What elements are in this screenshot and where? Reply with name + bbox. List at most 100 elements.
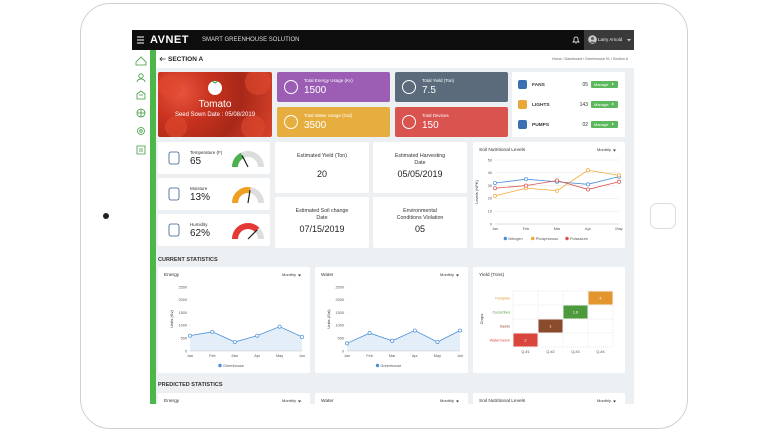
y-tick-label: 0 <box>342 349 344 353</box>
screen: AVNET SMART GREENHOUSE SOLUTION Larry Ar… <box>132 30 634 404</box>
x-tick-label: Feb <box>366 354 373 358</box>
y-tick-label: 500 <box>338 337 344 341</box>
dropdown-caret <box>456 274 459 277</box>
estimate-card: Estimated Harvesting Date 05/05/2019 <box>373 142 467 193</box>
x-tick-label: Mar <box>554 227 561 231</box>
heat-cell <box>513 333 538 347</box>
y-tick-label: 2500 <box>179 285 187 289</box>
home-button[interactable] <box>650 203 676 229</box>
period-dropdown[interactable]: Monthly <box>597 147 611 152</box>
device-icon <box>518 120 527 129</box>
y-tick-label: 0 <box>490 222 492 226</box>
gauge-needle <box>247 190 251 204</box>
manage-button[interactable]: Manage <box>591 81 618 88</box>
back-arrow[interactable] <box>159 56 166 62</box>
legend-label: Greenhouse <box>223 364 244 368</box>
series-line <box>189 326 303 343</box>
chart-svg: Energy Monthly Units (Kv) 0 500 1000 1500 2000 2… <box>164 272 305 368</box>
chart-title: Water <box>321 398 334 404</box>
tile-value: 150 <box>422 120 439 131</box>
nav-user[interactable] <box>136 73 146 83</box>
x-tick-label: Q.#3 <box>571 350 579 354</box>
nav-home[interactable] <box>135 56 147 66</box>
x-tick-label: Mar <box>389 354 396 358</box>
sensor-icon <box>168 187 180 201</box>
gauge-needle <box>247 229 258 240</box>
period-dropdown[interactable]: Monthly <box>440 398 454 403</box>
cell-label: 1.6 <box>573 310 579 315</box>
sensor-value: 62% <box>190 228 211 239</box>
period-dropdown[interactable]: Monthly <box>597 398 611 403</box>
y-tick-label: Beets <box>500 324 510 328</box>
bell-icon[interactable] <box>572 36 580 44</box>
legend-label: Greenhouse <box>381 364 402 368</box>
y-tick-label: 40 <box>488 171 492 175</box>
user-menu[interactable]: Larry Arnold <box>584 30 634 50</box>
gauge <box>232 187 264 204</box>
camera <box>103 213 109 219</box>
gauge-fill <box>232 152 244 168</box>
estimate-label: Estimated Soil change Date <box>295 208 349 221</box>
data-point <box>586 182 590 187</box>
x-tick-label: Apr <box>585 227 592 231</box>
data-point <box>255 333 260 338</box>
current-statistics-title: CURRENT STATISTICS <box>158 257 218 263</box>
period-dropdown[interactable]: Monthly <box>282 272 296 277</box>
estimate-label: Estimated Yield (Ton) <box>296 153 348 159</box>
cell-label: 1 <box>549 324 552 329</box>
top-bar: AVNET SMART GREENHOUSE SOLUTION Larry Ar… <box>132 30 634 50</box>
section-bar: SECTION A Home / Dashboard / Greenhouse … <box>156 50 634 68</box>
nav-reports[interactable] <box>136 145 146 155</box>
legend-swatch <box>565 236 569 241</box>
nav-globe[interactable] <box>136 108 146 118</box>
period-dropdown[interactable]: Monthly <box>282 398 296 403</box>
sensor-label: Humidity <box>190 222 208 227</box>
chart-svg: Energy Monthly <box>164 398 301 404</box>
predicted-chart-card: Water Monthly <box>315 393 468 404</box>
data-point <box>493 193 497 198</box>
estimate-card: Estimated Yield (Ton) 20 <box>275 142 369 193</box>
user-name: Larry Arnold <box>598 37 623 42</box>
chart-title: Energy <box>164 398 180 404</box>
manage-button[interactable]: Manage <box>591 101 618 108</box>
avatar <box>588 35 597 44</box>
chart-svg: Soil Nutritional Levels Monthly Levels (NP… <box>474 147 623 241</box>
chart-svg: Water Monthly <box>321 398 459 404</box>
y-axis-label: Units (Gal) <box>326 309 331 329</box>
y-tick-label: Pumpkin <box>495 296 510 300</box>
period-dropdown[interactable]: Monthly <box>440 272 454 277</box>
gauge <box>232 223 264 240</box>
manage-arrow <box>612 103 614 105</box>
caret <box>627 39 631 42</box>
dropdown-caret <box>298 274 301 277</box>
predicted-chart-card: Energy Monthly <box>158 393 310 404</box>
y-tick-label: 1500 <box>336 311 344 315</box>
total-tile: Total Yield (Ton) 7.5 <box>395 72 508 102</box>
section-title: SECTION A <box>168 55 204 63</box>
chart-title: Yield (Tons) <box>479 272 505 278</box>
tile-label: Total Devices <box>422 113 449 118</box>
sidebar <box>132 50 150 404</box>
x-tick-label: Apr <box>254 354 261 358</box>
nav-settings[interactable] <box>137 127 145 135</box>
manage-label: Manage <box>594 102 609 108</box>
sensor-label: Temperature (F) <box>190 150 223 155</box>
estimate-value: 20 <box>316 169 327 179</box>
estimate-value: 05 <box>414 224 425 234</box>
menu-icon[interactable] <box>137 36 145 44</box>
y-axis-label: Crops <box>479 314 484 325</box>
x-tick-label: Mar <box>232 354 239 358</box>
y-tick-label: 20 <box>488 197 492 201</box>
chart-title: Energy <box>164 272 180 278</box>
x-tick-label: Jun <box>299 354 305 358</box>
gauge <box>232 151 264 168</box>
chart-svg: Yield (Tons) Crops Q.#1 Q.#2 Q.#3 Q.#4 Pumpkin… <box>479 272 614 354</box>
estimate-card: Environmental Conditions Violation 05 <box>373 197 467 248</box>
manage-button[interactable]: Manage <box>591 121 618 128</box>
data-point <box>524 177 528 182</box>
nav-plant[interactable] <box>136 90 146 100</box>
y-tick-label: 1000 <box>179 324 187 328</box>
device-count: 05 <box>582 82 588 88</box>
y-tick-label: 1000 <box>336 324 344 328</box>
